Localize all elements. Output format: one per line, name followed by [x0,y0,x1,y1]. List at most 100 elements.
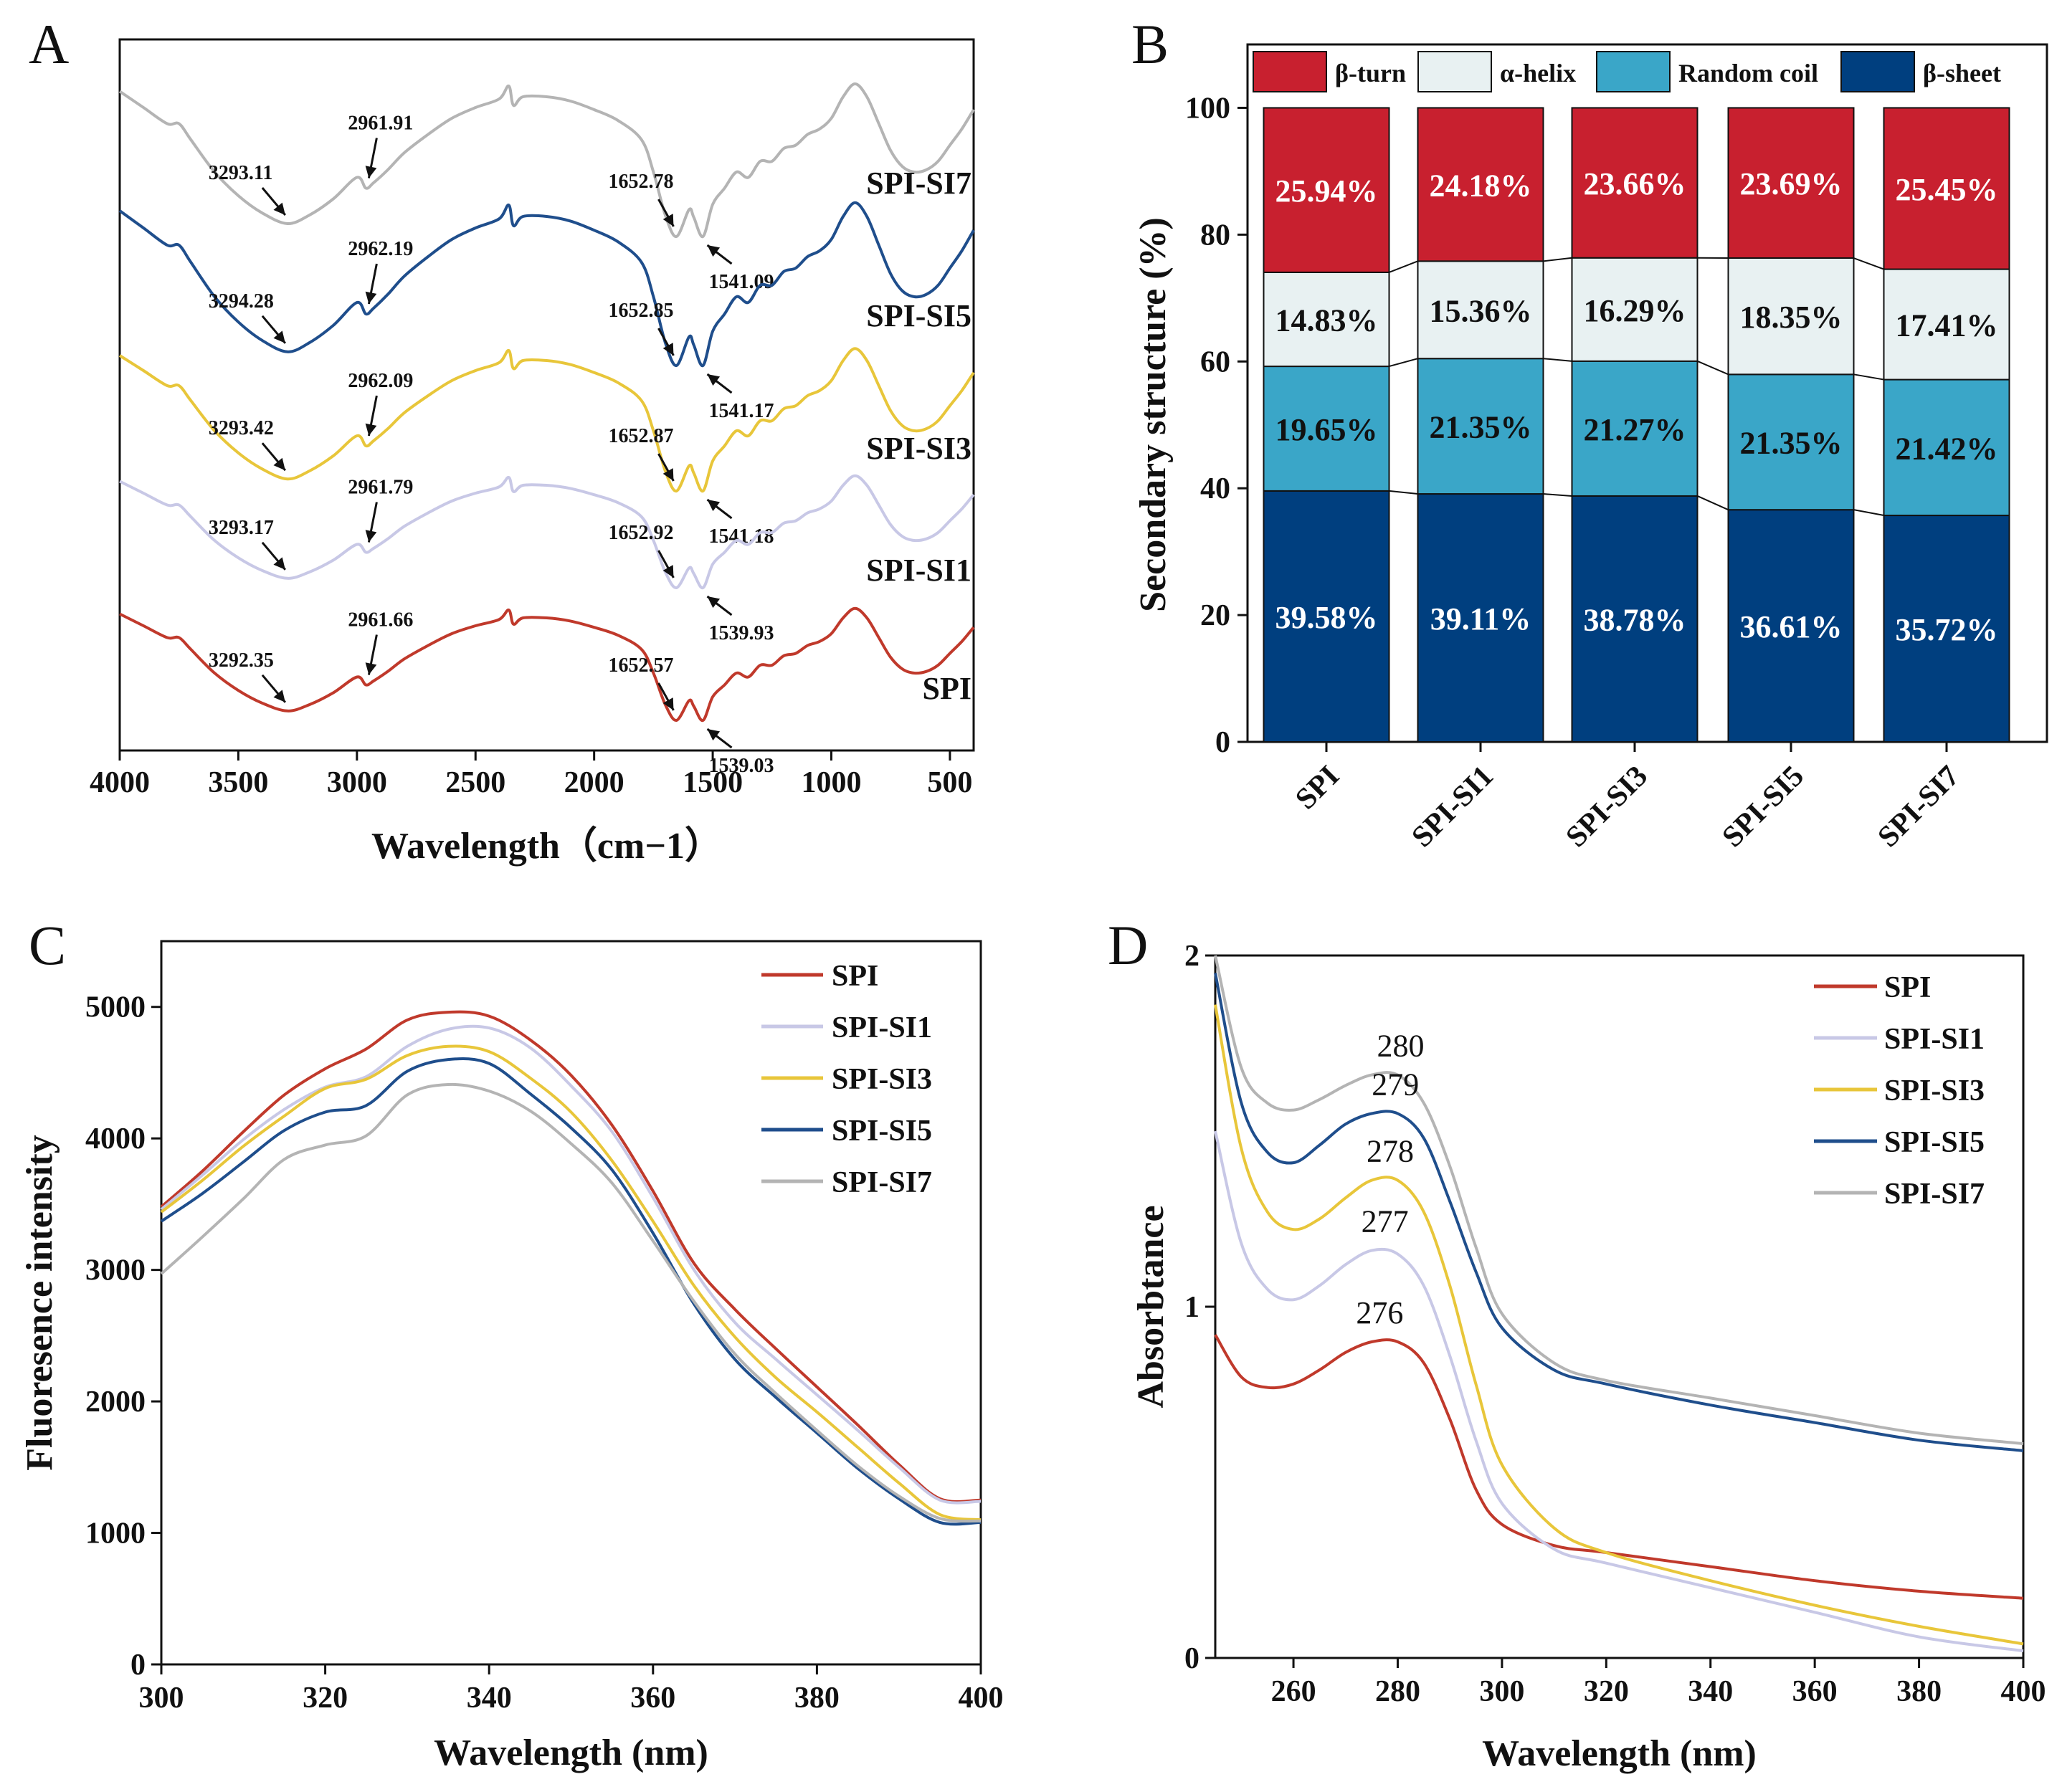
panel-a-arrow-head [707,729,721,741]
panel-b-bar-label: 25.45% [1896,172,1998,207]
panel-b-bar-β-turn [1571,107,1698,259]
panel-d-series-spi-si5 [1214,973,2024,1452]
panel-a-annotation: 2961.79 [348,477,413,499]
panel-a-series-label: SPI-SI7 [866,166,971,201]
panel-b-connector [1697,495,1729,511]
panel-a-annotation: 3293.17 [209,517,274,539]
panel-a-arrow-head [273,557,285,570]
panel-b-bar-label: 21.42% [1896,431,1998,466]
panel-b-bar-label: 24.18% [1430,168,1532,203]
panel-b-connector [1853,257,1884,270]
panel-b-legend-swatch [1840,51,1915,92]
panel-b-bar-label: 14.83% [1275,302,1378,338]
panel-b-xtick-label: SPI-SI5 [1716,760,1811,854]
panel-a-annotation: 1541.18 [709,525,774,548]
panel-a-arrow-head [707,500,721,512]
panel-b-ytick-label: 0 [1215,726,1230,759]
panel-d-legend-label: SPI-SI5 [1884,1126,1985,1159]
panel-b-legend-swatch [1253,51,1327,92]
panel-a-series-spi-si5 [118,201,975,368]
panel-a-series-label: SPI [923,671,971,706]
panel-d-legend-label: SPI-SI3 [1884,1074,1985,1107]
panel-a-frame [118,38,975,752]
panel-b-bar-label: 39.58% [1275,600,1378,635]
panel-b-connector [1389,358,1418,368]
panel-c-series-spi-si3 [160,1044,982,1522]
panel-a-arrow-head [662,214,674,227]
panel-b-bar-α-helix [1263,271,1390,368]
panel-b-bar-β-turn [1417,107,1544,262]
panel-a-xtick-label: 2000 [564,766,624,799]
panel-a-annotation: 2962.09 [348,370,413,392]
panel-b-ylabel: Secondary structure (%) [1133,217,1174,612]
panel-a-series-spi-si1 [119,474,975,590]
panel-c-legend-label: SPI-SI1 [832,1011,932,1044]
panel-b-bar-label: 23.69% [1740,166,1843,201]
panel-c-xtick-label: 340 [467,1682,512,1715]
panel-b-bar-random-coil [1883,378,2010,517]
panel-a-arrow-head [365,166,377,178]
panel-a: A 4000 3500 3000 2500 2000 1500 1000 500 Waveleng… [29,13,975,867]
panel-c-legend-label: SPI-SI7 [832,1166,932,1199]
panel-b-bar-label: 35.72% [1896,612,1998,647]
panel-c-legend-label: SPI-SI3 [832,1063,932,1096]
panel-d-series-spi-si7 [1214,955,2024,1446]
panel-b-bar-label: 23.66% [1584,166,1686,201]
panel-a-arrow-head [365,291,377,304]
panel-b-ytick-label: 80 [1200,219,1230,252]
panel-d-label: D [1108,914,1148,976]
panel-a-annotation: 1541.17 [709,400,774,422]
panel-a-annotation: 1539.03 [709,755,774,777]
panel-d: D 260 280 300 320 340 360 380 400 0 1 2 Wavelength (… [1108,914,2046,1774]
panel-a-xlabel: Wavelength（cm−1） [371,825,722,867]
panel-d-peak-label: 279 [1372,1067,1419,1102]
panel-b-xtick-label: SPI-SI1 [1406,760,1501,854]
panel-a-series-label: SPI-SI1 [866,553,971,588]
panel-a-annotation: 3292.35 [209,649,274,672]
panel-d-legend-label: SPI [1884,971,1931,1004]
panel-c-series-spi [160,1010,982,1503]
panel-b-legend-label: Random coil [1678,59,1818,87]
panel-b-bar-random-coil [1571,360,1698,497]
panel-c-series-spi-si1 [160,1024,982,1505]
panel-b-connector [1389,260,1418,273]
panel-d-frame [1214,954,2025,1659]
panel-c-xtick-label: 380 [794,1682,840,1715]
panel-a-series-label: SPI-SI3 [866,431,971,466]
panel-b-legend-label: α-helix [1500,59,1576,87]
panel-d-xtick-label: 360 [1792,1675,1838,1708]
panel-a-series-spi-si7 [118,82,975,239]
panel-a-arrow-head [707,596,721,609]
panel-d-xtick-label: 340 [1688,1675,1733,1708]
panel-a-arrow-head [662,468,674,481]
panel-b-bar-label: 16.29% [1584,293,1686,328]
panel-c-xtick-label: 320 [303,1682,348,1715]
panel-d-series-spi-si3 [1214,1004,2024,1646]
panel-d-xtick-label: 400 [2001,1675,2046,1708]
panel-a-annotation: 2961.91 [348,113,413,135]
panel-b-bar-label: 21.35% [1740,426,1843,461]
panel-b-legend-swatch [1417,51,1492,92]
panel-c-ytick-label: 3000 [85,1254,146,1287]
panel-a-arrow-head [273,690,285,702]
panel-c-ytick-label: 5000 [85,991,146,1024]
panel-a-annotation: 1652.78 [608,171,673,193]
panel-c-legend-label: SPI-SI5 [832,1115,932,1148]
panel-b-xtick-label: SPI [1289,760,1346,816]
panel-a-arrow-head [273,202,285,215]
panel-b-xtick-label: SPI-SI7 [1872,760,1967,854]
panel-b-bar-label: 21.27% [1584,412,1686,447]
panel-c-legend-label: SPI [832,960,878,993]
panel-c-xtick-label: 360 [630,1682,675,1715]
panel-a-xtick-label: 4000 [90,766,150,799]
panel-b-ytick-label: 40 [1200,472,1230,505]
panel-d-peak-label: 280 [1377,1029,1424,1064]
panel-b-ytick-label: 60 [1200,345,1230,378]
panel-d-legend-label: SPI-SI7 [1884,1178,1985,1211]
panel-b-bar-α-helix [1417,260,1544,360]
panel-d-legend-label: SPI-SI1 [1884,1023,1985,1056]
panel-a-xtick-label: 3000 [327,766,387,799]
panel-d-series-spi [1214,1334,2024,1600]
panel-b-bar-random-coil [1417,358,1544,495]
